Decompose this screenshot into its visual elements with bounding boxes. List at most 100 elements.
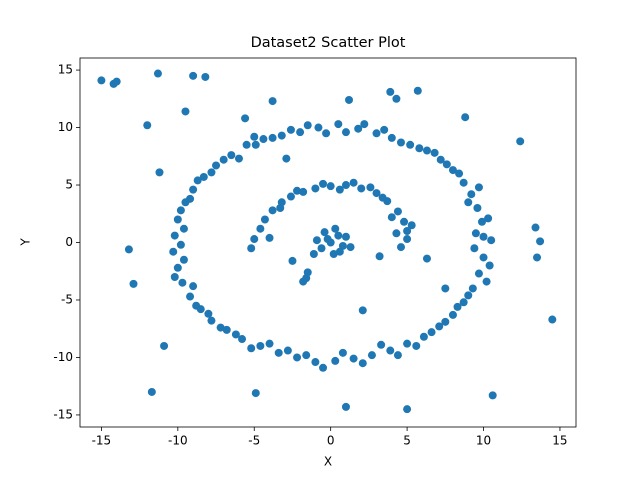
- point: [311, 358, 320, 367]
- point: [322, 129, 331, 138]
- point: [222, 325, 231, 334]
- chart-title: Dataset2 Scatter Plot: [251, 35, 406, 51]
- point: [455, 169, 464, 178]
- point: [283, 346, 292, 355]
- point: [199, 172, 208, 181]
- point: [335, 185, 344, 194]
- point: [112, 77, 121, 86]
- point: [265, 233, 274, 242]
- point: [393, 351, 402, 360]
- point: [250, 132, 259, 141]
- point: [467, 190, 476, 199]
- point: [471, 229, 480, 238]
- point: [181, 107, 190, 116]
- point: [259, 135, 268, 144]
- point: [422, 254, 431, 263]
- point: [372, 129, 381, 138]
- point: [207, 168, 216, 177]
- point: [147, 387, 156, 396]
- point: [314, 123, 323, 132]
- point: [179, 255, 188, 264]
- point: [311, 184, 320, 193]
- point: [256, 341, 265, 350]
- point: [176, 240, 185, 249]
- point: [341, 232, 350, 241]
- point: [317, 244, 326, 253]
- point: [366, 183, 375, 192]
- point: [474, 269, 483, 278]
- point: [238, 335, 247, 344]
- point: [268, 206, 277, 215]
- point: [516, 137, 525, 146]
- x-tick-label: -15: [92, 434, 112, 448]
- point: [247, 244, 256, 253]
- point: [473, 204, 482, 213]
- y-tick-label: 5: [65, 178, 73, 192]
- x-tick-label: 15: [552, 434, 567, 448]
- point: [179, 224, 188, 233]
- point: [375, 252, 384, 261]
- point: [312, 236, 321, 245]
- y-axis-label: Y: [19, 238, 33, 247]
- point: [360, 120, 369, 129]
- point: [403, 235, 412, 244]
- point: [189, 282, 198, 291]
- point: [193, 176, 202, 185]
- point: [477, 217, 486, 226]
- point: [319, 363, 328, 372]
- point: [403, 227, 412, 236]
- point: [338, 348, 347, 357]
- point: [396, 138, 405, 147]
- point: [349, 178, 358, 187]
- point: [396, 243, 405, 252]
- point: [386, 346, 395, 355]
- point: [346, 243, 355, 252]
- point: [331, 356, 340, 365]
- point: [293, 353, 302, 362]
- point: [251, 389, 260, 398]
- point: [448, 166, 457, 175]
- y-tick-label: -15: [53, 407, 73, 421]
- point: [435, 322, 444, 331]
- point: [354, 124, 363, 133]
- point: [293, 186, 302, 195]
- point: [219, 155, 228, 164]
- point: [419, 332, 428, 341]
- point: [464, 291, 473, 300]
- point: [170, 231, 179, 240]
- point: [329, 249, 338, 258]
- x-tick-label: -10: [168, 434, 188, 448]
- point: [331, 224, 340, 233]
- point: [406, 140, 415, 149]
- point: [282, 154, 291, 163]
- point: [459, 178, 468, 187]
- point: [485, 261, 494, 270]
- point: [442, 160, 451, 169]
- point: [299, 187, 308, 196]
- point: [207, 316, 216, 325]
- point: [302, 274, 311, 283]
- point: [536, 237, 545, 246]
- point: [178, 278, 187, 287]
- point: [372, 189, 381, 198]
- point: [377, 340, 386, 349]
- point: [250, 235, 259, 244]
- y-tick-label: 15: [58, 63, 73, 77]
- point: [186, 194, 195, 203]
- point: [277, 131, 286, 140]
- point: [367, 351, 376, 360]
- point: [268, 97, 277, 106]
- point: [464, 198, 473, 207]
- point: [392, 94, 401, 103]
- point: [170, 272, 179, 281]
- point: [251, 140, 260, 149]
- point: [326, 182, 335, 191]
- point: [358, 306, 367, 315]
- point: [387, 213, 396, 222]
- point: [548, 315, 557, 324]
- point: [345, 95, 354, 104]
- point: [422, 146, 431, 155]
- point: [413, 86, 422, 95]
- point: [430, 148, 439, 157]
